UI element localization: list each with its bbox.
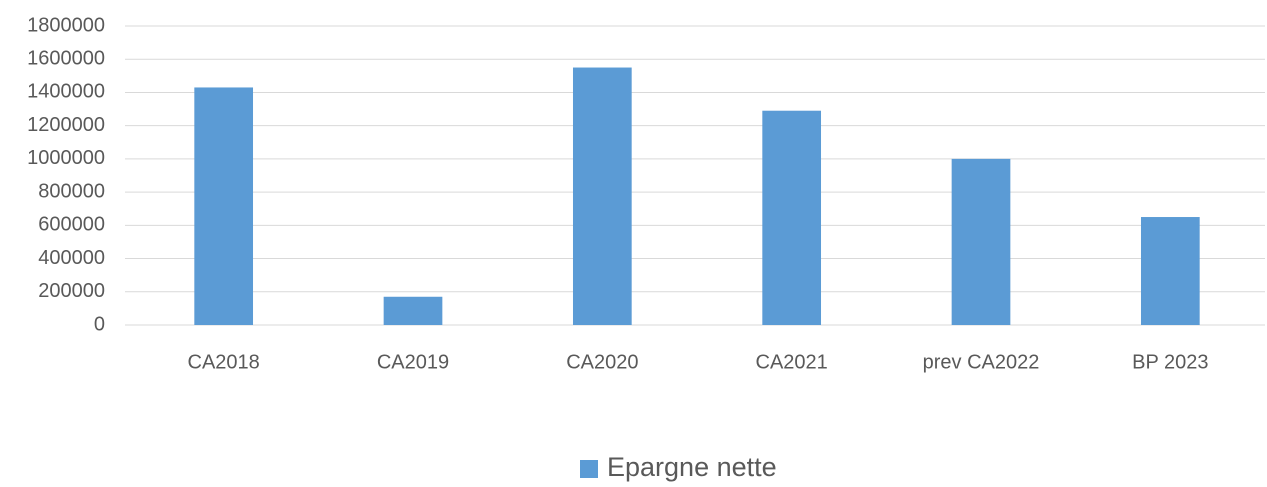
x-tick-label: CA2018 (188, 351, 260, 373)
bar (383, 296, 443, 325)
bar (951, 158, 1011, 325)
y-tick-label: 0 (94, 313, 105, 335)
y-tick-label: 1000000 (27, 147, 105, 169)
bar (572, 67, 632, 326)
bar (1140, 217, 1200, 325)
y-tick-label: 200000 (38, 280, 105, 302)
x-tick-label: prev CA2022 (923, 351, 1040, 373)
y-tick-label: 1800000 (27, 14, 105, 36)
x-tick-label: CA2019 (377, 351, 449, 373)
y-tick-label: 800000 (38, 180, 105, 202)
x-tick-label: CA2020 (566, 351, 638, 373)
x-tick-label: CA2021 (756, 351, 828, 373)
y-tick-label: 1200000 (27, 114, 105, 136)
y-tick-label: 1400000 (27, 81, 105, 103)
legend-label: Epargne nette (607, 452, 777, 482)
y-tick-label: 1600000 (27, 48, 105, 70)
y-tick-label: 400000 (38, 247, 105, 269)
legend-swatch (580, 460, 598, 478)
bar (194, 87, 254, 325)
bar (762, 110, 822, 325)
x-tick-label: BP 2023 (1132, 351, 1208, 373)
y-tick-label: 600000 (38, 214, 105, 236)
